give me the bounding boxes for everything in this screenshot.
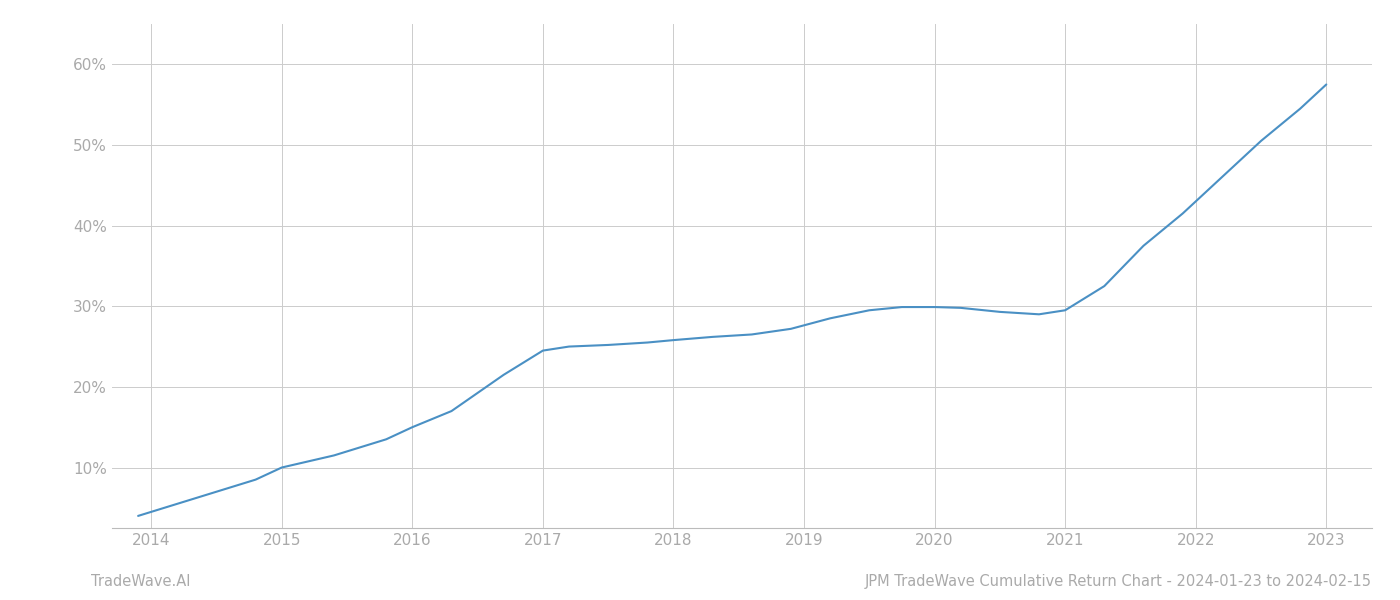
Text: TradeWave.AI: TradeWave.AI <box>91 574 190 589</box>
Text: JPM TradeWave Cumulative Return Chart - 2024-01-23 to 2024-02-15: JPM TradeWave Cumulative Return Chart - … <box>865 574 1372 589</box>
